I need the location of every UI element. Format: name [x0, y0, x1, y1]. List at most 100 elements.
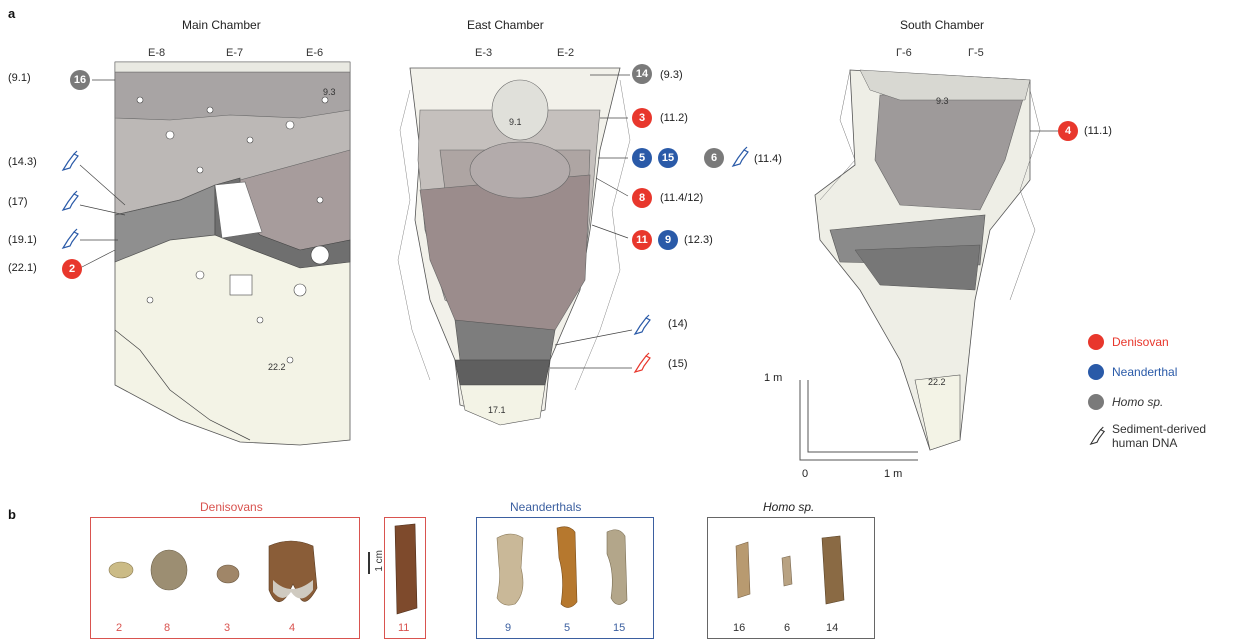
scale-horizontal-label: 1 m: [884, 468, 903, 480]
denisovan-specimen-badge: 4: [1058, 121, 1078, 141]
sediment-dna-icon: [731, 146, 749, 168]
east-depth-label: (11.4/12): [660, 192, 704, 204]
fossil-4-root: [273, 580, 313, 599]
homo-specimen-badge: 6: [704, 148, 724, 168]
fossil-id: 9: [505, 622, 512, 634]
layer-label: 9.1: [509, 117, 522, 127]
main-depth-label: (22.1): [8, 262, 37, 274]
fossil-id: 15: [613, 622, 626, 634]
layer-label: 9.3: [323, 87, 336, 97]
east-depth-label: (14): [668, 318, 688, 330]
fossil-id: 6: [784, 622, 791, 634]
scale-zero-label: 0: [802, 468, 809, 480]
denisovans-title: Denisovans: [200, 500, 263, 514]
fossil-images: [735, 535, 845, 605]
legend: Denisovan Neanderthal Homo sp. Sediment-…: [1088, 334, 1206, 450]
fossil-id: 5: [564, 622, 571, 634]
specimen-11-box: 11: [384, 517, 426, 639]
east-depth-label: (9.3): [660, 69, 683, 81]
main-depth-label: (9.1): [8, 72, 31, 84]
legend-homo: Homo sp.: [1088, 394, 1206, 410]
east-depth-label: (11.4): [754, 153, 782, 165]
fossil-id: 14: [826, 622, 839, 634]
layer-label: 9.3: [936, 96, 949, 106]
denisovan-specimen-badge: 3: [632, 108, 652, 128]
fossil-id: 4: [289, 622, 296, 634]
legend-neanderthal: Neanderthal: [1088, 364, 1206, 380]
fossil-11: [394, 523, 418, 615]
layer-label: 22.2: [268, 362, 286, 372]
main-chamber-section: 9.3 22.2: [114, 61, 351, 446]
neanderthal-specimen-badge: 5: [632, 148, 652, 168]
fossil-id: 8: [164, 622, 171, 634]
scale-vertical-label: 1 m: [764, 372, 783, 384]
main-depth-label: (19.1): [8, 234, 37, 246]
south-depth-label: (11.1): [1084, 125, 1112, 137]
neanderthal-fossils-box: 9 5 15: [476, 517, 654, 639]
east-chamber-section: 9.1 17.1: [397, 67, 631, 426]
stratigraphy-drawing: 9.3 22.2 9.1 17.1 9.3 22.2: [79, 61, 1058, 461]
legend-denisovan: Denisovan: [1088, 334, 1206, 350]
grid-label: Г-6: [896, 47, 912, 59]
denisovan-specimen-badge: 8: [632, 188, 652, 208]
sediment-dna-icon: [61, 150, 79, 172]
homo-specimen-badge: 16: [70, 70, 90, 90]
legend-sediment-dna: Sediment-derived human DNA: [1088, 422, 1206, 450]
east-depth-label: (11.2): [660, 112, 688, 124]
scale-bar: [799, 380, 918, 461]
fossil-6: [781, 555, 793, 587]
layer-label: 17.1: [488, 405, 506, 415]
denisovan-marker-icon: [1088, 334, 1104, 350]
south-chamber-title: South Chamber: [900, 18, 985, 32]
fossil-id: 2: [116, 622, 123, 634]
layer-label: 22.2: [928, 377, 946, 387]
sediment-dna-icon: [1089, 426, 1106, 446]
panel-a-letter: a: [8, 6, 16, 21]
denisovan-fossils-box: 2 8 3 4: [90, 517, 360, 639]
fossil-5: [556, 526, 578, 608]
cm-scale-bar: [368, 552, 370, 574]
fossil-2: [108, 561, 134, 579]
neanderthal-specimen-badge: 9: [658, 230, 678, 250]
grid-label: Г-5: [968, 47, 984, 59]
sediment-dna-icon: [61, 190, 79, 212]
grid-label: E-3: [475, 47, 493, 59]
fossil-images: [496, 526, 628, 608]
fossil-images: [394, 523, 418, 615]
main-chamber-title: Main Chamber: [182, 18, 261, 32]
neanderthal-specimen-badge: 15: [658, 148, 678, 168]
east-depth-label: (12.3): [684, 234, 713, 246]
homo-title: Homo sp.: [763, 500, 815, 514]
main-depth-label: (14.3): [8, 156, 37, 168]
sediment-dna-icon: [633, 314, 651, 336]
grid-label: E-6: [306, 47, 324, 59]
south-chamber-section: 9.3 22.2: [814, 69, 1041, 451]
homo-marker-icon: [1088, 394, 1104, 410]
fossil-9: [496, 533, 524, 606]
fossil-id: 16: [733, 622, 746, 634]
grid-label: E-7: [226, 47, 244, 59]
homo-fossils-box: 16 6 14: [707, 517, 875, 639]
fossil-16: [735, 541, 751, 599]
fossil-14: [821, 535, 845, 605]
fossil-3: [216, 564, 240, 584]
homo-specimen-badge: 14: [632, 64, 652, 84]
grid-label: E-2: [557, 47, 575, 59]
fossil-15: [606, 529, 628, 605]
neanderthal-marker-icon: [1088, 364, 1104, 380]
fossil-id: 3: [224, 622, 231, 634]
sediment-dna-icon: [61, 228, 79, 250]
fossil-images: [108, 540, 318, 603]
fossil-8: [150, 549, 188, 591]
neanderthals-title: Neanderthals: [510, 500, 582, 514]
main-depth-label: (17): [8, 196, 28, 208]
fossil-id: 11: [398, 622, 410, 634]
grid-label: E-8: [148, 47, 166, 59]
panel-b-letter: b: [8, 507, 16, 522]
leader-lines: [79, 74, 1058, 369]
denisovan-specimen-badge: 11: [632, 230, 652, 250]
east-chamber-title: East Chamber: [467, 18, 544, 32]
denisovan-specimen-badge: 2: [62, 259, 82, 279]
east-depth-label: (15): [668, 358, 688, 370]
sediment-dna-icon: [633, 352, 651, 374]
